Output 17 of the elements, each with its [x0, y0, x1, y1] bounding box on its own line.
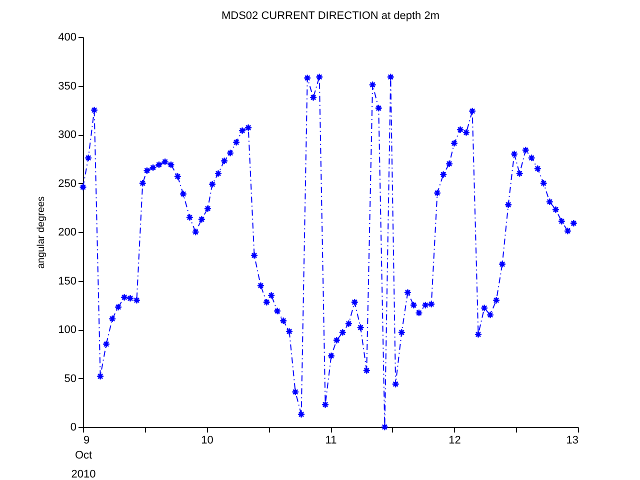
y-tick-label: 400 — [58, 32, 76, 44]
x-axis-title: Oct 2010 — [71, 450, 96, 480]
y-tick-label: 300 — [58, 129, 76, 141]
y-tick-label: 250 — [58, 178, 76, 190]
y-axis-title: angular degrees — [36, 196, 48, 269]
x-tick-label: 11 — [325, 434, 337, 446]
y-tick-label: 100 — [58, 324, 76, 336]
x-tick-label: 13 — [566, 434, 578, 446]
y-tick-label: 50 — [64, 372, 76, 385]
chart-title: MDS02 CURRENT DIRECTION at depth 2m — [221, 10, 440, 22]
y-tick-label: 0 — [70, 422, 76, 434]
y-tick-label: 200 — [58, 226, 76, 238]
x-tick-label: 12 — [448, 434, 461, 446]
x-tick-label: 9 — [84, 434, 90, 446]
y-tick-label: 150 — [58, 275, 76, 288]
y-tick-label: 350 — [58, 80, 76, 92]
x-tick-label: 10 — [201, 434, 214, 446]
